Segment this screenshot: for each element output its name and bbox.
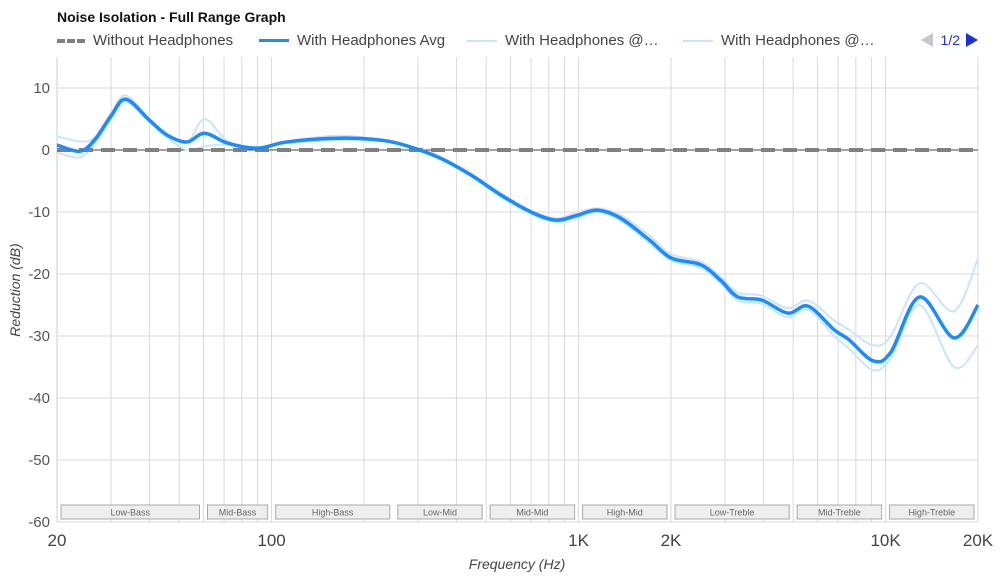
band-label: High-Bass	[312, 508, 354, 518]
band-label: High-Treble	[908, 508, 955, 518]
solid-line-icon	[259, 39, 289, 42]
band-box	[60, 504, 200, 520]
x-tick-label: 20K	[963, 531, 994, 550]
band-label: Low-Bass	[110, 508, 150, 518]
legend-page-indicator: 1/2	[940, 32, 960, 48]
data-series	[56, 94, 980, 372]
legend: Without Headphones With Headphones Avg W…	[57, 32, 987, 50]
band-box	[489, 504, 576, 520]
x-axis-label: Frequency (Hz)	[469, 556, 565, 572]
chart-title: Noise Isolation - Full Range Graph	[57, 9, 286, 25]
x-tick-label: 2K	[661, 531, 682, 550]
light-line-icon	[683, 39, 713, 42]
next-page-arrow-icon[interactable]	[966, 33, 978, 47]
gridlines	[56, 57, 979, 523]
band-box	[275, 504, 391, 520]
legend-label: Without Headphones	[93, 32, 234, 49]
y-tick-label: -40	[28, 390, 50, 407]
band-box	[206, 504, 269, 520]
band-label: Mid-Treble	[818, 508, 861, 518]
band-box	[674, 504, 790, 520]
y-tick-label: -60	[28, 514, 50, 531]
series-with-headphones-2	[56, 100, 979, 372]
y-tick-label: -50	[28, 452, 50, 469]
y-tick-label: -30	[28, 328, 50, 345]
previous-page-arrow-icon[interactable]	[920, 33, 933, 47]
band-label: High-Mid	[607, 508, 643, 518]
band-box	[796, 504, 883, 520]
y-tick-label: 0	[42, 142, 50, 159]
x-tick-label: 10K	[870, 531, 901, 550]
band-box	[889, 504, 975, 520]
light-line-icon	[467, 39, 497, 42]
legend-item-with-headphones-2[interactable]: With Headphones @…	[683, 32, 875, 49]
band-box	[397, 504, 483, 520]
y-tick-label: -10	[28, 204, 50, 221]
y-tick-label: -20	[28, 266, 50, 283]
legend-label: With Headphones @…	[505, 32, 659, 49]
band-box	[582, 504, 668, 520]
band-label: Mid-Bass	[219, 508, 257, 518]
band-label: Low-Treble	[710, 508, 755, 518]
x-tick-label: 1K	[568, 531, 589, 550]
legend-label: With Headphones Avg	[297, 32, 446, 49]
legend-item-with-headphones-1[interactable]: With Headphones @…	[467, 32, 659, 49]
x-tick-label: 20	[48, 531, 67, 550]
x-tick-label: 100	[257, 531, 285, 550]
y-axis-label: Reduction (dB)	[7, 243, 23, 336]
y-tick-label: 10	[33, 80, 50, 97]
band-label: Low-Mid	[423, 508, 457, 518]
legend-item-with-headphones-avg[interactable]: With Headphones Avg	[259, 32, 445, 49]
legend-pager: 1/2	[920, 32, 978, 48]
series-with-headphones-1	[56, 94, 979, 347]
dashed-line-icon	[57, 38, 85, 43]
band-label: Mid-Mid	[516, 508, 548, 518]
legend-label: With Headphones @…	[721, 32, 875, 49]
legend-item-without-headphones[interactable]: Without Headphones	[57, 32, 233, 49]
frequency-bands: Low-Bass Mid-Bass High-Bass Low-Mid Mid-Mid H…	[60, 504, 975, 520]
series-with-headphones-avg	[56, 97, 980, 364]
